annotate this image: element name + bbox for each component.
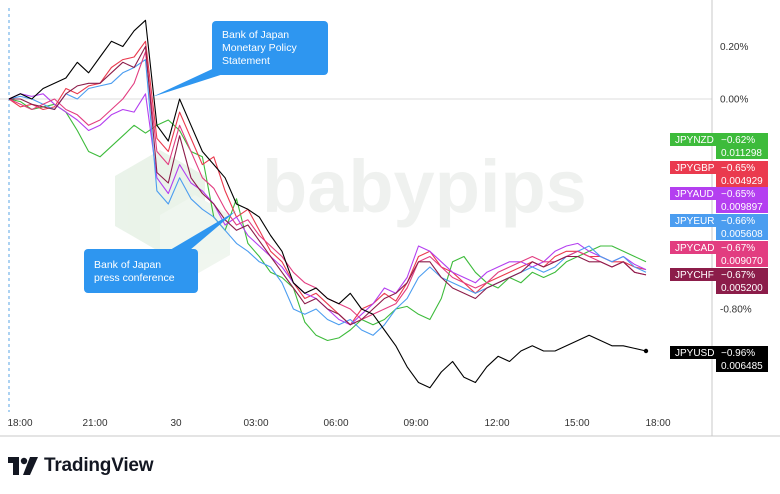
callout-conference: Bank of Japan press conference [84,211,236,293]
series-line-jpynzd [8,98,647,342]
callout-statement-line-1: Bank of Japan [222,29,289,41]
x-tick-label: 09:00 [403,418,428,429]
price-tag-symbol: JPYUSD [675,348,714,359]
price-tag-percent: −0.66% [721,216,755,227]
price-tag-percent: −0.67% [721,270,755,281]
tradingview-logo-icon [8,457,38,475]
x-tick-label: 06:00 [323,418,348,429]
price-tag-value: 0.005608 [721,229,763,240]
callout-statement-line-3: Statement [222,55,270,67]
price-tag-symbol: JPYEUR [675,216,714,227]
x-tick-label: 15:00 [564,418,589,429]
series-end-dot [643,348,649,354]
price-tag-percent: −0.65% [721,163,755,174]
x-tick-label: 18:00 [7,418,32,429]
price-tag-jpyaud: JPYAUD −0.65% 0.009897 [670,187,768,213]
tradingview-logo-text: TradingView [44,455,154,476]
price-tag-symbol: JPYCHF [675,270,714,281]
price-tag-percent: −0.67% [721,243,755,254]
callout-statement: Bank of Japan Monetary Policy Statement [152,21,328,97]
series-line-jpyusd [8,19,647,389]
price-tag-symbol: JPYAUD [675,189,714,200]
babypips-watermark: babypips [115,145,587,275]
price-tag-value: 0.009070 [721,256,763,267]
x-tick-label: 30 [170,418,182,429]
price-tag-jpygbp: JPYGBP −0.65% 0.004929 [670,161,768,187]
series-line-jpyeur [8,59,647,336]
watermark-text: babypips [262,145,587,228]
price-tag-symbol: JPYGBP [675,163,715,174]
y-tick-label: 0.00% [720,95,748,106]
callout-conference-line-2: press conference [94,272,175,284]
time-axis: 18:00 21:00 30 03:00 06:00 09:00 12:00 15:00 18:… [7,418,670,429]
x-tick-label: 12:00 [484,418,509,429]
price-tag-jpychf: JPYCHF −0.67% 0.005200 [670,268,768,294]
price-axis: 0.20% 0.00% -0.80% [720,42,752,316]
callout-statement-line-2: Monetary Policy [222,42,297,54]
x-tick-label: 18:00 [645,418,670,429]
callout-conference-line-1: Bank of Japan [94,259,161,271]
price-tag-value: 0.004929 [721,176,763,187]
x-tick-label: 03:00 [243,418,268,429]
series-line-jpychf [9,45,647,326]
y-tick-label: -0.80% [720,305,752,316]
price-tag-jpycad: JPYCAD −0.67% 0.009070 [670,241,768,267]
tradingview-logo: TradingView [8,455,154,477]
price-tag-percent: −0.96% [721,348,755,359]
price-tag-jpyusd: JPYUSD −0.96% 0.006485 [670,346,768,372]
price-tag-value: 0.006485 [721,361,763,372]
price-tag-symbol: JPYNZD [675,135,714,146]
price-tag-symbol: JPYCAD [675,243,714,254]
price-tag-jpyeur: JPYEUR −0.66% 0.005608 [670,214,768,240]
y-tick-label: 0.20% [720,42,748,53]
price-tag-value: 0.009897 [721,202,763,213]
price-tag-percent: −0.62% [721,135,755,146]
price-tag-jpynzd: JPYNZD −0.62% 0.011298 [670,133,768,159]
series-lines [8,19,649,389]
price-tag-value: 0.005200 [721,283,763,294]
price-tag-percent: −0.65% [721,189,755,200]
price-tags: JPYNZD −0.62% 0.011298 JPYGBP −0.65% 0.004929… [670,133,768,372]
price-tag-value: 0.011298 [721,148,762,159]
x-tick-label: 21:00 [82,418,107,429]
